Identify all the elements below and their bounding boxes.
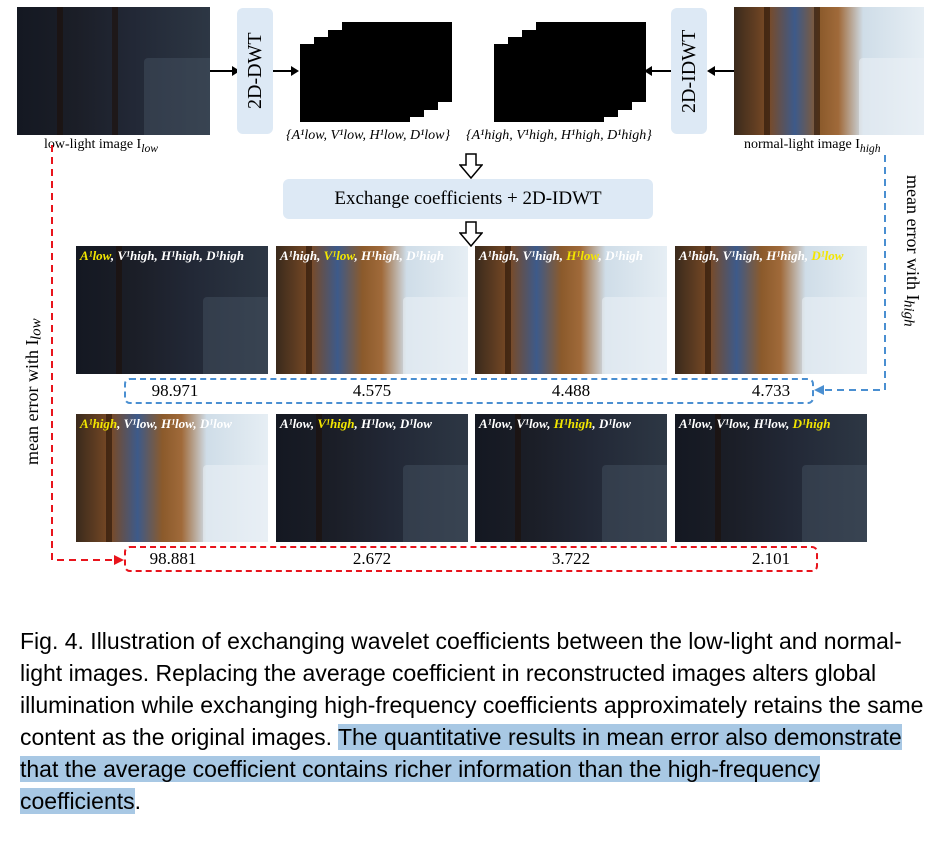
row2-image-1: A¹high, V¹low, H¹low, D¹low (76, 414, 268, 542)
figure-caption: Fig. 4. Illustration of exchanging wavel… (20, 625, 930, 817)
row2-image-2: A¹low, V¹high, H¹low, D¹low (276, 414, 468, 542)
row1-value-4: 4.733 (751, 381, 791, 400)
row1-value-2: 4.575 (352, 381, 392, 400)
row2-value-1: 98.881 (149, 549, 197, 568)
row2-image-3: A¹low, V¹low, H¹high, D¹low (475, 414, 667, 542)
row1-image-2: A¹high, V¹low, H¹high, D¹high (276, 246, 468, 374)
exchange-label: Exchange coefficients + 2D-IDWT (334, 188, 602, 209)
high-coeff-stack (492, 22, 652, 122)
low-coeff-stack (298, 22, 458, 122)
arrow-idwt-to-coeffs (644, 66, 672, 76)
high-error-connector (814, 155, 886, 395)
row1-image-1: A¹low, V¹high, H¹high, D¹high (76, 246, 268, 374)
row2-value-2: 2.672 (352, 549, 392, 568)
row2-value-4: 2.101 (751, 549, 791, 568)
down-arrow-icon (459, 153, 483, 179)
low-light-image (17, 7, 210, 135)
arrow-to-dwt (210, 66, 240, 76)
left-side-label: mean error with Ilow (22, 317, 45, 465)
row2-image-4: A¹low, V¹low, H¹low, D¹high (675, 414, 867, 542)
low-coeffs-label: {A¹low, V¹low, H¹low, D¹low} (286, 128, 451, 143)
down-arrow-icon (459, 221, 483, 247)
row1-image-4: A¹high, V¹high, H¹high, D¹low (675, 246, 867, 374)
high-coeffs-label: {A¹high, V¹high, H¹high, D¹high} (466, 128, 652, 143)
row2-error-box (124, 546, 818, 572)
idwt-label: 2D-IDWT (678, 29, 700, 113)
right-side-label: mean error with Ihigh (900, 175, 923, 328)
arrow-dwt-to-coeffs (273, 66, 299, 76)
dwt-box (237, 8, 273, 134)
row1-image-3: A¹high, V¹high, H¹low, D¹high (475, 246, 667, 374)
caption-lead: Fig. 4. (20, 628, 84, 654)
low-error-connector (51, 145, 124, 565)
row1-value-3: 4.488 (551, 381, 591, 400)
normal-light-image (734, 7, 924, 135)
caption-tail: . (134, 788, 142, 814)
caption-text: Illustration of exchanging wavelet coeff… (20, 628, 924, 750)
exchange-box (283, 179, 653, 219)
arrow-high-to-idwt (707, 66, 735, 76)
dwt-label: 2D-DWT (244, 32, 266, 110)
idwt-box (671, 8, 707, 134)
normal-light-caption: normal-light image Ihigh (744, 137, 881, 155)
row1-value-1: 98.971 (151, 381, 199, 400)
row2-value-3: 3.722 (551, 549, 591, 568)
low-light-caption: low-light image Ilow (44, 137, 159, 155)
row1-error-box (124, 378, 814, 404)
